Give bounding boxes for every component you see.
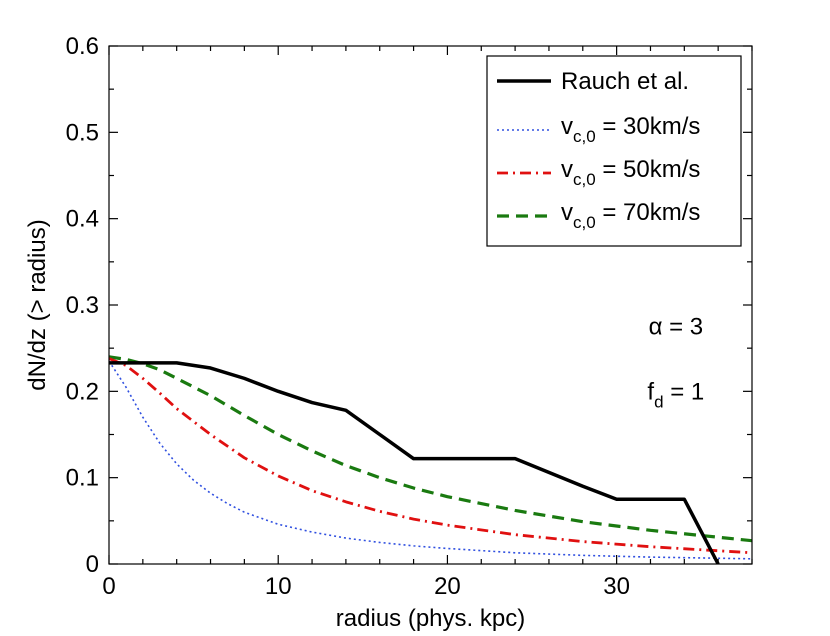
series-layer xyxy=(109,355,752,564)
y-tick-label-1: 0.1 xyxy=(66,465,99,492)
y-tick-label-2: 0.2 xyxy=(66,378,99,405)
y-tick-label-3: 0.3 xyxy=(66,292,99,319)
legend-label-3: vc,0 = 70km/s xyxy=(561,199,700,232)
legend-label-2: vc,0 = 50km/s xyxy=(561,156,700,189)
y-tick-label-5: 0.5 xyxy=(66,119,99,146)
annotation-0: α = 3 xyxy=(649,314,704,341)
series-line-2 xyxy=(109,357,752,555)
y-tick-label-0: 0 xyxy=(86,551,99,578)
x-tick-label-20: 20 xyxy=(434,573,461,600)
legend: Rauch et al. vc,0 = 30km/s vc,0 = 50km/s vc… xyxy=(486,55,742,247)
series-line-3 xyxy=(109,355,752,543)
annotations-layer: α = 3 fd = 1 xyxy=(647,314,704,412)
legend-box xyxy=(486,55,742,247)
x-tick-label-10: 10 xyxy=(265,573,292,600)
x-tick-label-30: 30 xyxy=(603,573,630,600)
series-line-0 xyxy=(109,361,720,564)
x-axis-label: radius (phys. kpc) xyxy=(336,605,525,632)
series-line-1 xyxy=(109,360,752,560)
y-axis-label: dN/dz (> radius) xyxy=(24,219,51,390)
annotation-1: fd = 1 xyxy=(647,378,704,411)
y-tick-label-4: 0.4 xyxy=(66,206,99,233)
axes-layer: 0 10 20 30 0 0.1 0.2 0.3 0.4 0.5 0.6 radius (phys. … xyxy=(24,33,753,632)
y-tick-label-6: 0.6 xyxy=(66,33,99,60)
x-tick-label-0: 0 xyxy=(102,573,115,600)
legend-label-1: vc,0 = 30km/s xyxy=(561,113,700,146)
legend-label-0: Rauch et al. xyxy=(561,68,689,95)
